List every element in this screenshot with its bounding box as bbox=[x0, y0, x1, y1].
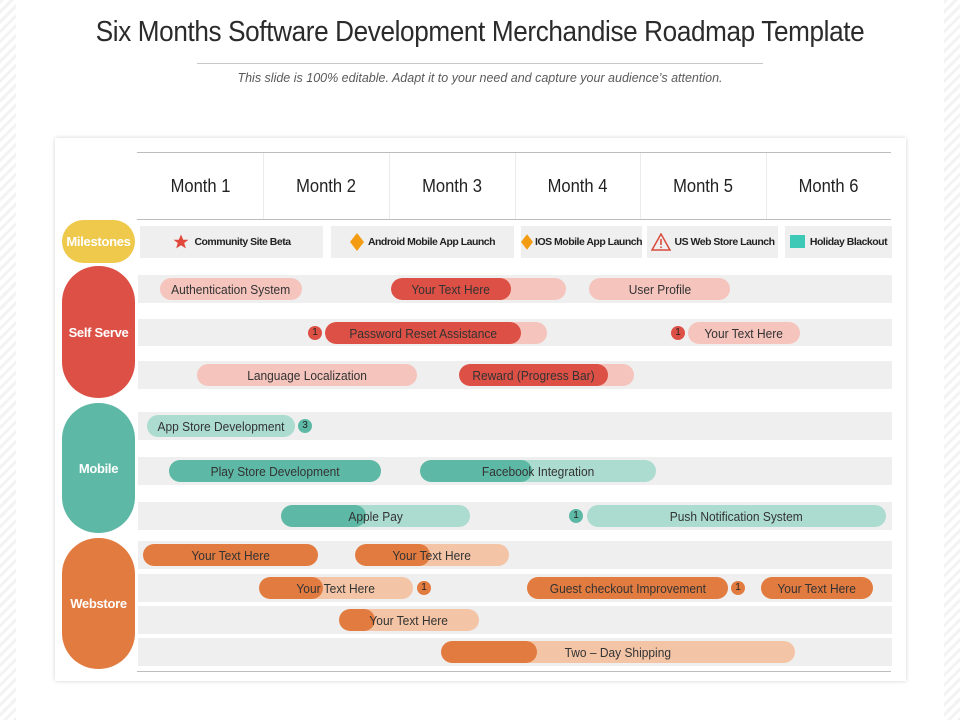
task-label: Play Store Development bbox=[210, 463, 340, 479]
month-header-6: Month 6 bbox=[798, 176, 859, 196]
task-badge: 1 bbox=[671, 326, 685, 340]
month-header-5: Month 5 bbox=[673, 176, 733, 196]
month-separator bbox=[263, 153, 264, 219]
milestone-4: US Web Store Launch bbox=[647, 226, 778, 258]
task-bar[interactable]: Your Text Here bbox=[339, 609, 479, 631]
task-label: Your Text Here bbox=[369, 612, 449, 628]
square-icon bbox=[789, 235, 805, 248]
task-label: Guest checkout Improvement bbox=[549, 580, 706, 596]
milestone-label: Android Mobile App Launch bbox=[367, 236, 496, 248]
task-label: User Profile bbox=[628, 281, 691, 297]
task-label: Reward (Progress Bar) bbox=[472, 367, 595, 383]
milestone-3: IOS Mobile App Launch bbox=[521, 226, 642, 258]
roadmap-bottom-rule bbox=[137, 671, 891, 672]
task-bar[interactable]: Your Text Here bbox=[143, 544, 318, 566]
task-bar[interactable]: Play Store Development bbox=[169, 460, 381, 482]
task-bar[interactable]: Your Text Here bbox=[688, 322, 800, 344]
task-label: Language Localization bbox=[247, 367, 367, 383]
task-label: Authentication System bbox=[171, 281, 291, 297]
task-progress bbox=[391, 278, 511, 300]
diamond-icon bbox=[349, 233, 364, 251]
group-webstore: Webstore bbox=[62, 538, 135, 669]
task-badge: 3 bbox=[298, 419, 312, 433]
task-bar[interactable]: Your Text Here bbox=[355, 544, 509, 566]
task-bar[interactable]: Your Text Here bbox=[761, 577, 873, 599]
task-bar[interactable]: App Store Development bbox=[147, 415, 295, 437]
task-progress bbox=[281, 505, 366, 527]
task-bar[interactable]: Two – Day Shipping bbox=[441, 641, 795, 663]
task-label: Your Text Here bbox=[704, 325, 784, 341]
task-label: Your Text Here bbox=[191, 547, 270, 563]
task-bar[interactable]: Language Localization bbox=[197, 364, 417, 386]
title-divider bbox=[197, 63, 763, 64]
month-separator bbox=[640, 153, 641, 219]
task-label: Apple Pay bbox=[348, 508, 403, 524]
milestone-label: US Web Store Launch bbox=[674, 236, 776, 248]
month-header-3: Month 3 bbox=[422, 176, 482, 196]
lane-webstore-3 bbox=[138, 606, 892, 634]
task-bar[interactable]: Password Reset Assistance bbox=[325, 322, 547, 344]
task-bar[interactable]: User Profile bbox=[589, 278, 730, 300]
task-bar[interactable]: Your Text Here bbox=[391, 278, 566, 300]
star-icon bbox=[173, 234, 189, 249]
task-label: Password Reset Assistance bbox=[349, 325, 497, 341]
task-bar[interactable]: Apple Pay bbox=[281, 505, 470, 527]
milestone-label: Holiday Blackout bbox=[809, 236, 888, 248]
group-label-webstore: Webstore bbox=[70, 596, 127, 611]
task-progress bbox=[441, 641, 537, 663]
task-label: Two – Day Shipping bbox=[564, 644, 672, 660]
month-header-1: Month 1 bbox=[170, 176, 231, 196]
task-badge: 1 bbox=[569, 509, 583, 523]
task-label: Your Text Here bbox=[296, 580, 376, 596]
page-title: Six Months Software Development Merchand… bbox=[95, 16, 865, 48]
page-subtitle: This slide is 100% editable. Adapt it to… bbox=[237, 71, 723, 85]
milestone-1: Community Site Beta bbox=[140, 226, 323, 258]
diamond-icon bbox=[521, 234, 534, 250]
task-progress bbox=[459, 364, 608, 386]
task-label: Your Text Here bbox=[411, 281, 491, 297]
task-progress bbox=[325, 322, 521, 344]
milestone-label: Community Site Beta bbox=[194, 236, 291, 248]
right-decor-stripe bbox=[944, 0, 960, 720]
task-progress bbox=[339, 609, 375, 631]
task-label: Push Notification System bbox=[670, 508, 803, 524]
group-milestones: Milestones bbox=[62, 220, 135, 263]
header-bottom-rule bbox=[137, 219, 891, 220]
task-badge: 1 bbox=[308, 326, 322, 340]
group-mobile: Mobile bbox=[62, 403, 135, 533]
month-separator bbox=[389, 153, 390, 219]
warning-icon bbox=[650, 233, 671, 251]
group-label-self-serve: Self Serve bbox=[68, 324, 129, 340]
task-progress bbox=[420, 460, 532, 482]
task-badge: 1 bbox=[731, 581, 745, 595]
task-badge: 1 bbox=[417, 581, 431, 595]
task-bar[interactable]: Guest checkout Improvement bbox=[527, 577, 728, 599]
task-label: Your Text Here bbox=[392, 547, 472, 563]
task-label: Your Text Here bbox=[777, 580, 857, 596]
month-header-4: Month 4 bbox=[547, 176, 608, 196]
milestone-label: IOS Mobile App Launch bbox=[535, 236, 642, 248]
task-bar[interactable]: Reward (Progress Bar) bbox=[459, 364, 634, 386]
group-label-mobile: Mobile bbox=[78, 460, 119, 476]
header-top-rule bbox=[137, 152, 891, 153]
task-label: Facebook Integration bbox=[481, 463, 595, 479]
task-bar[interactable]: Push Notification System bbox=[587, 505, 886, 527]
task-bar[interactable]: Your Text Here bbox=[259, 577, 413, 599]
month-header-2: Month 2 bbox=[296, 176, 356, 196]
task-bar[interactable]: Facebook Integration bbox=[420, 460, 656, 482]
task-progress bbox=[259, 577, 323, 599]
left-decor-stripe bbox=[0, 0, 16, 720]
task-label: App Store Development bbox=[157, 418, 285, 434]
milestone-5: Holiday Blackout bbox=[785, 226, 892, 258]
group-self-serve: Self Serve bbox=[62, 266, 135, 398]
month-separator bbox=[515, 153, 516, 219]
month-separator bbox=[766, 153, 767, 219]
group-label-milestones: Milestones bbox=[66, 234, 131, 249]
milestone-2: Android Mobile App Launch bbox=[331, 226, 514, 258]
task-bar[interactable]: Authentication System bbox=[160, 278, 302, 300]
task-progress bbox=[355, 544, 430, 566]
